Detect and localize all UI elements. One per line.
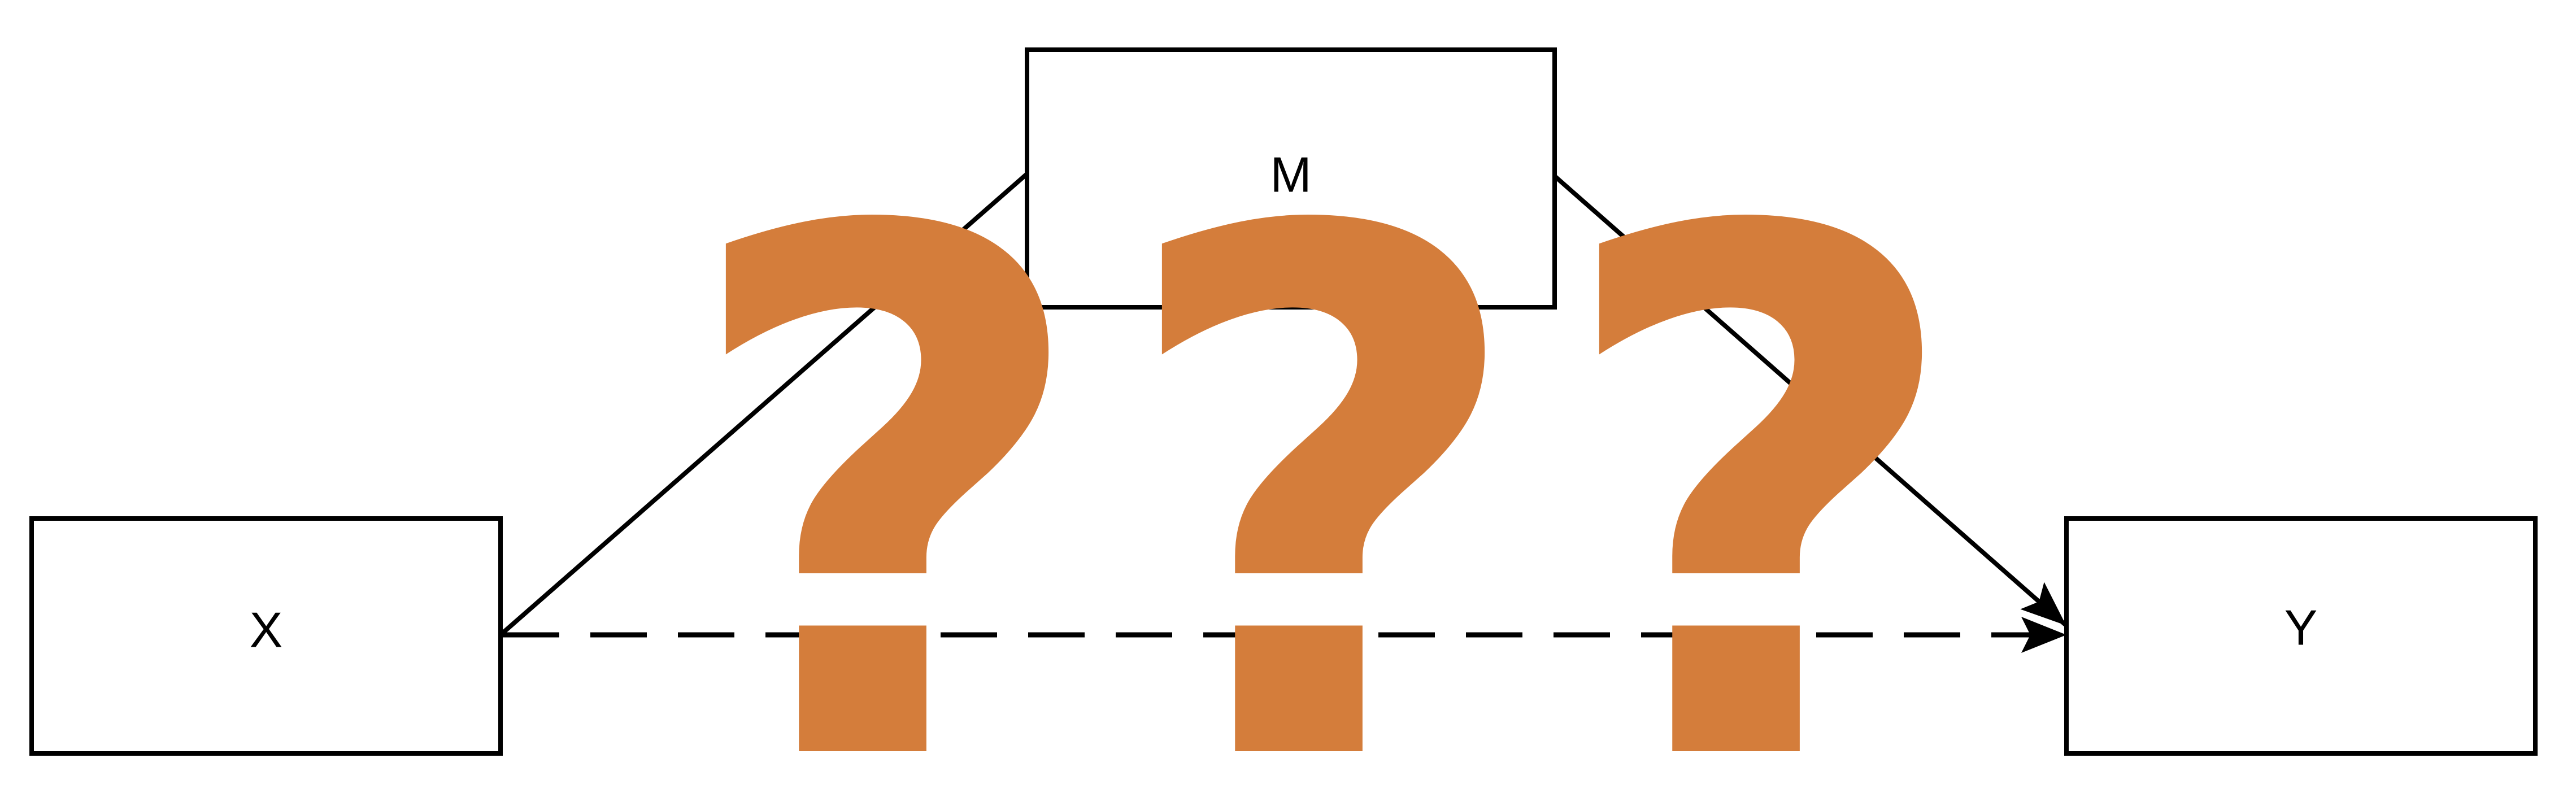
question-mark-icon: ? xyxy=(1112,80,1532,793)
question-mark-icon: ? xyxy=(676,80,1096,793)
node-m-box xyxy=(1025,47,1557,310)
node-x-box xyxy=(29,516,503,756)
question-mark-icon: ? xyxy=(1550,80,1969,793)
edge-x-to-m xyxy=(499,171,1030,637)
edge-label-a: a xyxy=(751,280,777,330)
node-x[interactable]: X xyxy=(29,516,503,756)
node-y[interactable]: Y xyxy=(2064,516,2538,756)
edge-m-to-y xyxy=(1552,173,2067,627)
node-x-label: X xyxy=(250,602,283,657)
node-y-box xyxy=(2064,516,2538,756)
node-y-label: Y xyxy=(2285,599,2318,655)
node-m[interactable]: M xyxy=(1025,47,1557,310)
edge-label-b: b xyxy=(1805,278,1831,329)
node-m-label: M xyxy=(1270,146,1311,202)
